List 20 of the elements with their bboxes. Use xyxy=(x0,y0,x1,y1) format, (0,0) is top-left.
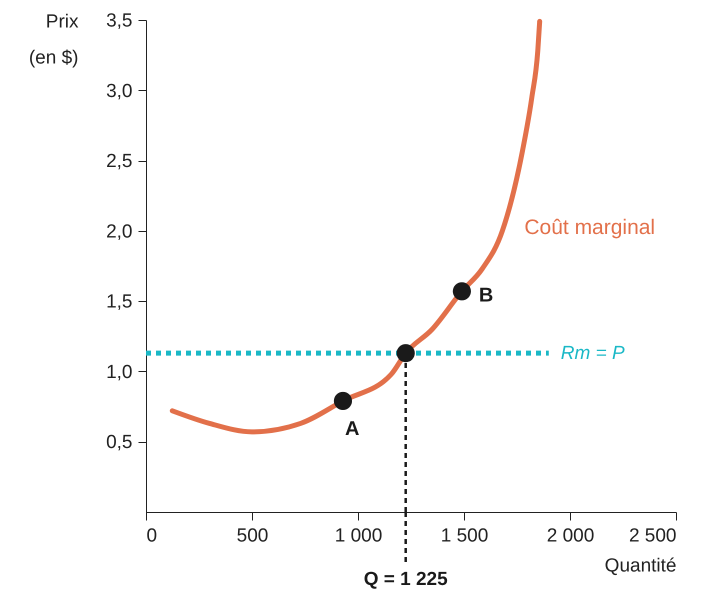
ref-line-label: Q = 1 225 xyxy=(364,569,448,590)
y-tick-label: 3,5 xyxy=(106,10,132,32)
y-tick-label: 0,5 xyxy=(106,432,132,454)
y-axis-title: Prix (en $) xyxy=(28,12,79,68)
x-tick-label: 0 xyxy=(146,526,158,546)
x-tick-label: 2 500 xyxy=(628,526,676,546)
series-label: Coût marginal xyxy=(524,216,656,239)
x-tick-label: 500 xyxy=(236,526,268,546)
x-tick-label: 1 000 xyxy=(334,526,382,546)
y-tick-label: 2,5 xyxy=(106,151,132,172)
y-tick-label: 1,0 xyxy=(106,362,132,383)
x-tick-label: 2 000 xyxy=(546,526,594,546)
annotation: A xyxy=(344,418,360,440)
annotation: B xyxy=(478,284,494,306)
x-tick-label: 1 500 xyxy=(440,526,488,546)
y-tick-label: 3,0 xyxy=(106,80,132,102)
x-axis-title: Quantité xyxy=(604,556,676,576)
ref-line-label: Rm = P xyxy=(560,343,625,364)
y-tick-label: 2,0 xyxy=(106,221,132,242)
y-tick-label: 1,5 xyxy=(106,292,132,313)
